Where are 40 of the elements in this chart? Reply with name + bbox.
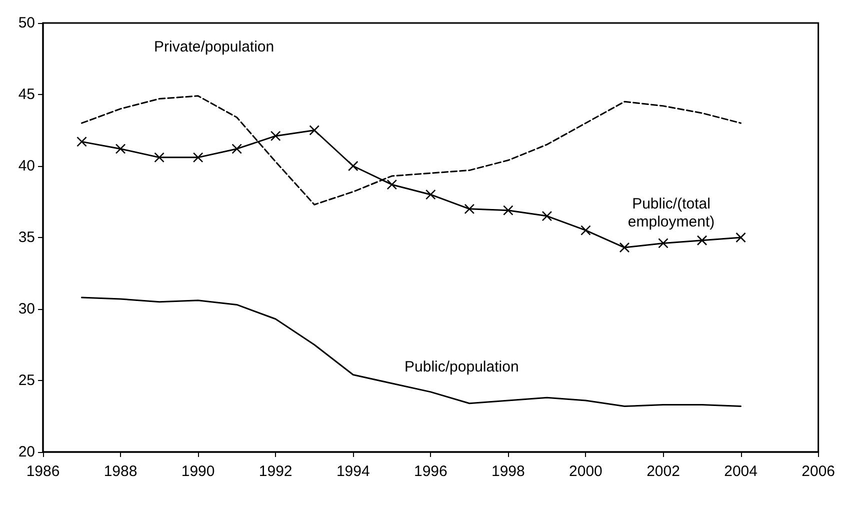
point — [232, 144, 242, 154]
x-tick-label: 1992 — [258, 463, 292, 480]
point — [426, 189, 436, 200]
point — [348, 160, 358, 172]
point — [619, 242, 630, 253]
x-tick-label: 1996 — [414, 463, 448, 480]
series-label: Public/(total employment) — [628, 196, 715, 231]
point — [736, 232, 746, 243]
y-tick-label: 50 — [18, 14, 35, 32]
point — [503, 205, 514, 216]
point — [542, 210, 552, 222]
series-label: Public/population — [404, 358, 519, 376]
x-tick-label: 2000 — [569, 463, 602, 480]
point — [386, 179, 398, 190]
y-tick-label: 35 — [18, 229, 35, 246]
point — [696, 235, 708, 246]
y-tick-label: 30 — [18, 300, 35, 318]
point — [580, 225, 591, 236]
y-tick-label: 25 — [18, 372, 35, 389]
line-series — [81, 296, 742, 407]
x-tick-label: 1990 — [181, 463, 215, 480]
point — [76, 136, 87, 147]
y-tick-label: 45 — [18, 86, 35, 103]
x-tick-label: 2002 — [646, 463, 680, 480]
x-tick-label: 1994 — [336, 463, 370, 480]
text: Private/population — [154, 38, 274, 56]
x-tick-label: 1988 — [104, 463, 138, 480]
point — [658, 238, 668, 248]
x-tick-label: 1998 — [492, 463, 525, 480]
y-tick-label: 40 — [18, 158, 35, 174]
point — [270, 130, 281, 142]
y-tick-label: 20 — [18, 444, 35, 460]
point — [192, 152, 204, 163]
point — [154, 152, 164, 163]
point — [115, 144, 126, 154]
x-tick-label: 2006 — [802, 463, 836, 480]
point — [464, 204, 475, 214]
point — [309, 125, 320, 136]
x-tick-label: 1986 — [26, 463, 60, 480]
x-tick-label: 2004 — [724, 463, 758, 480]
